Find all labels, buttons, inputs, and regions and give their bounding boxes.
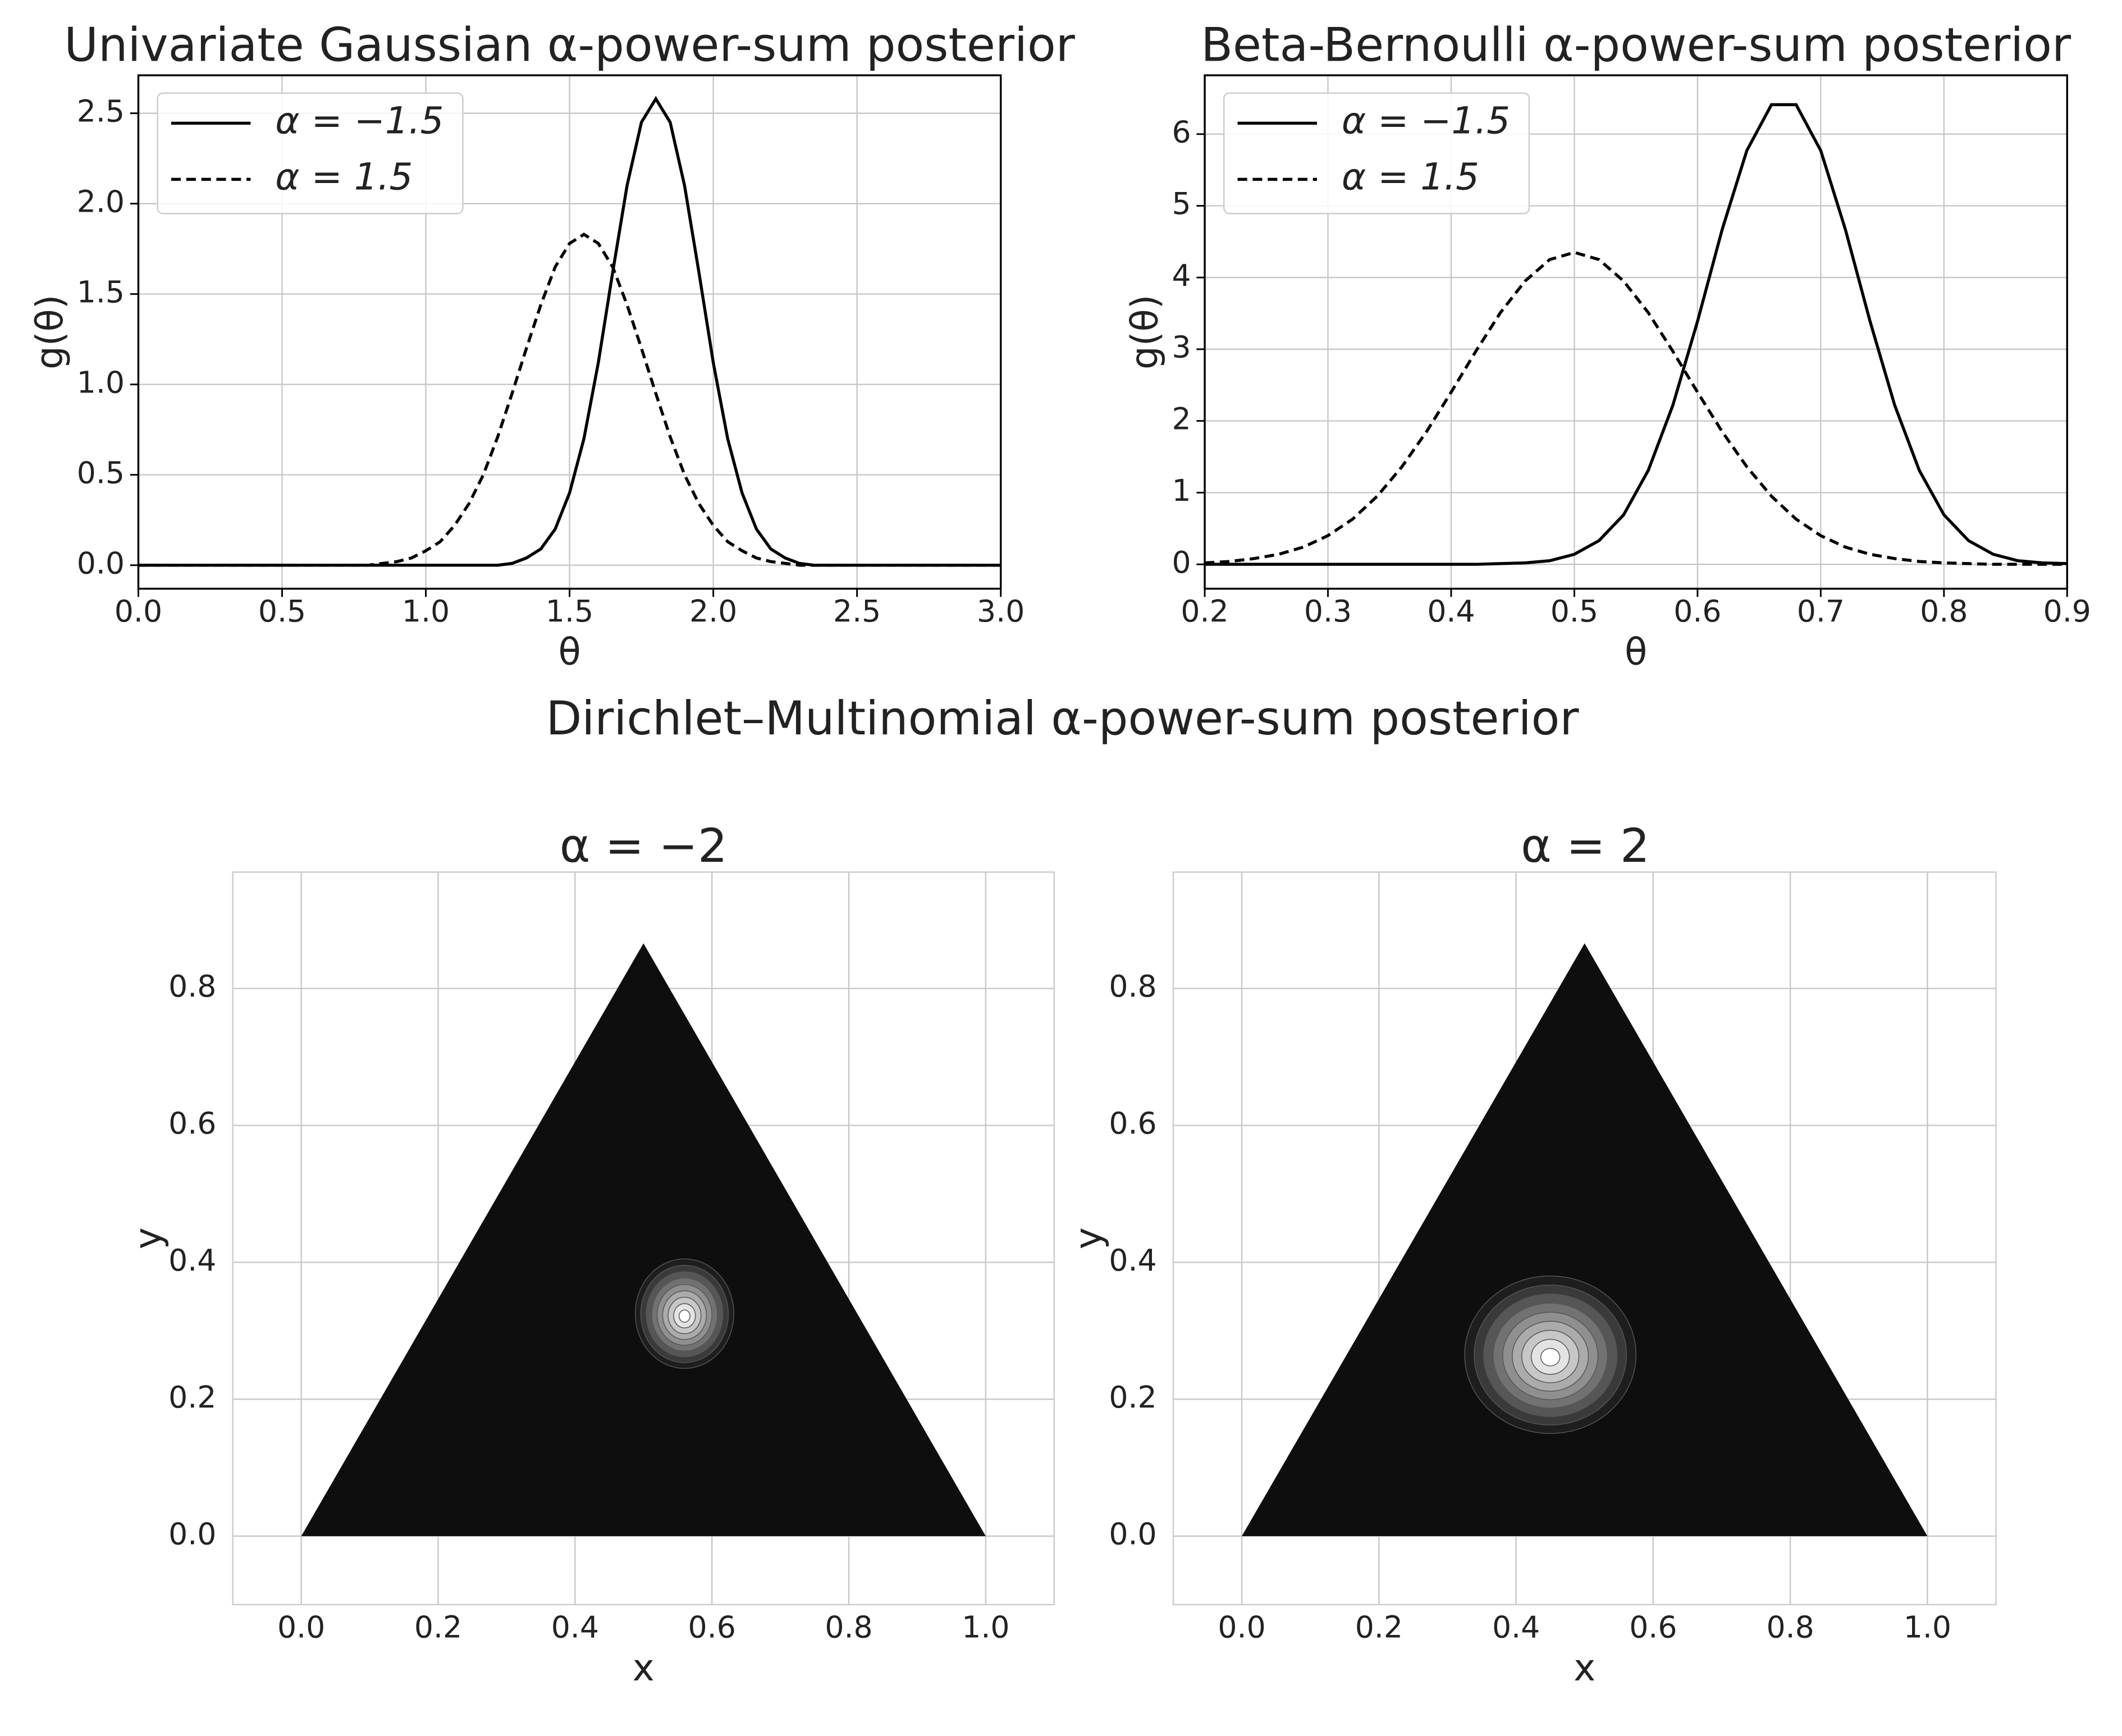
x-tick-label: 2.0 [689,593,737,629]
x-tick-label: 0.2 [1181,593,1228,629]
y-tick-label: 1 [1172,473,1191,508]
subplot: Univariate Gaussian α-power-sum posterio… [28,17,1076,673]
y-tick-label: 1.5 [77,274,125,309]
x-axis-label: x [633,1646,655,1689]
x-tick-label: 1.5 [546,593,593,629]
subplot-title: α = −2 [560,819,728,873]
x-tick-label: 0.2 [1355,1609,1403,1644]
y-tick-label: 2.0 [77,184,125,219]
legend-label: α = −1.5 [1342,99,1510,143]
x-tick-label: 0.4 [551,1609,599,1644]
axes-frame [232,871,1055,1606]
contour-level [1540,1347,1561,1367]
x-tick-label: 0.4 [1492,1609,1540,1644]
x-tick-label: 0.6 [688,1609,736,1644]
simplex-density [1242,943,1928,1536]
x-tick-label: 0.9 [2043,593,2091,629]
y-tick-label: 0.4 [1109,1242,1156,1278]
axes-frame [137,74,1002,590]
line-series [138,232,1001,567]
x-axis-label: x [1574,1646,1595,1689]
y-tick-label: 6 [1172,114,1191,149]
axes-frame [1204,74,2068,590]
x-tick-label: 0.8 [825,1609,872,1644]
figure-title: Dirichlet–Multinomial α-power-sum poster… [546,691,1579,746]
line-series [1205,103,2068,566]
y-tick-label: 0 [1172,545,1191,580]
y-tick-label: 0.6 [168,1105,216,1141]
y-tick-label: 0.2 [1109,1379,1156,1415]
x-tick-label: 0.7 [1797,593,1845,629]
y-tick-label: 2 [1172,401,1191,436]
contour-level [678,1309,690,1323]
y-tick-label: 0.0 [168,1516,216,1552]
x-tick-label: 1.0 [402,593,450,629]
legend-label: α = −1.5 [275,99,443,143]
y-axis-label: y [1067,1227,1110,1249]
y-tick-label: 5 [1172,186,1191,221]
y-tick-label: 0.0 [1109,1516,1156,1552]
x-axis-label: θ [1625,631,1647,674]
y-tick-label: 0.4 [168,1242,216,1278]
x-tick-label: 1.0 [1904,1609,1951,1644]
x-tick-label: 0.0 [1218,1609,1265,1644]
line-series [1205,250,2068,566]
y-tick-label: 0.2 [168,1379,216,1415]
x-tick-label: 0.0 [115,593,162,629]
y-tick-label: 1.0 [77,364,125,400]
subplot: α = 2 x y 0.0 0.2 0.4 0.6 0.8 1.0 0.0 0.2 0.4 0.6 0.8 [1067,819,1997,1689]
x-tick-label: 0.8 [1920,593,1968,629]
x-axis-label: θ [558,631,580,674]
y-tick-label: 0.8 [1109,968,1156,1004]
subplot-title: Beta-Bernoulli α-power-sum posterior [1201,17,2071,72]
x-tick-label: 3.0 [977,593,1025,629]
subplot: Beta-Bernoulli α-power-sum posterior θ g(θ… [1123,17,2091,673]
legend-label: α = 1.5 [1342,156,1479,199]
x-tick-label: 0.5 [1551,593,1598,629]
x-tick-label: 0.8 [1766,1609,1814,1644]
x-tick-label: 2.5 [833,593,881,629]
x-tick-label: 0.4 [1427,593,1475,629]
y-tick-label: 2.5 [77,93,125,129]
subplot-title: α = 2 [1521,819,1650,873]
subplot-title: Univariate Gaussian α-power-sum posterio… [64,17,1075,72]
x-tick-label: 1.0 [962,1609,1009,1644]
y-tick-label: 0.0 [77,545,125,581]
x-tick-label: 0.3 [1304,593,1352,629]
y-tick-label: 0.6 [1109,1105,1156,1141]
subplot: α = −2 x y 0.0 0.2 0.4 0.6 0.8 1.0 0.0 0.2 0.4 0.6 0.… [126,819,1055,1689]
y-tick-label: 4 [1172,258,1191,293]
y-axis-label: g(θ) [28,295,71,369]
x-tick-label: 0.6 [1629,1609,1677,1644]
simplex-density [301,943,986,1536]
y-axis-label: g(θ) [1123,295,1167,369]
axes-frame [1172,871,1997,1606]
x-tick-label: 0.0 [277,1609,325,1644]
y-tick-label: 0.8 [168,968,216,1004]
x-tick-label: 0.6 [1673,593,1721,629]
x-tick-label: 0.2 [414,1609,462,1644]
legend-label: α = 1.5 [275,156,413,199]
y-tick-label: 3 [1172,330,1191,365]
y-axis-label: y [126,1227,170,1249]
x-tick-label: 0.5 [258,593,306,629]
y-tick-label: 0.5 [77,455,125,490]
